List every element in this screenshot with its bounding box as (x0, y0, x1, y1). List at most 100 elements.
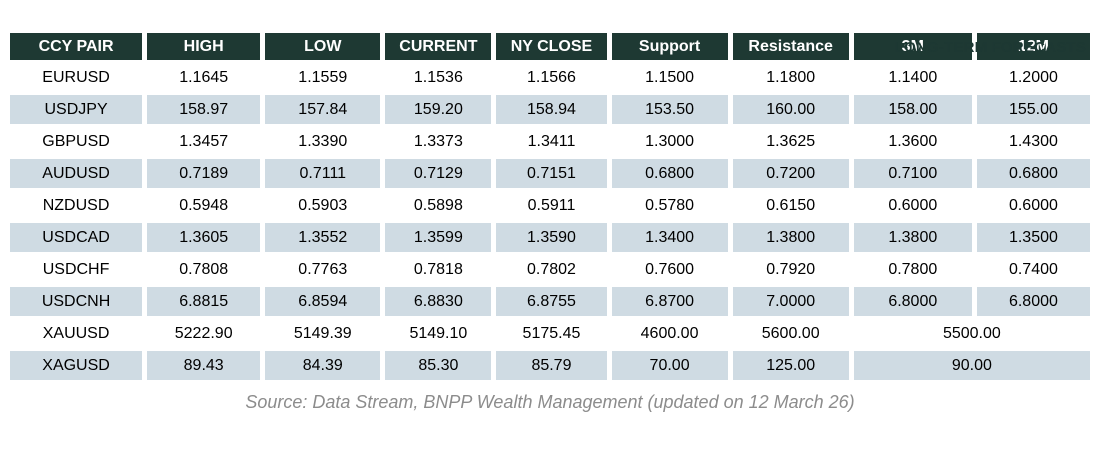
value-cell: 5600.00 (732, 319, 849, 348)
table-body: EURUSD 1.1645 1.1559 1.1536 1.1566 1.1500 1.18… (10, 63, 1090, 380)
ccy-pair-cell: USDCNH (10, 287, 143, 316)
value-cell: 1.3411 (496, 127, 607, 156)
value-cell: 70.00 (611, 351, 728, 380)
value-cell: 0.6150 (732, 191, 849, 220)
value-cell: 0.7200 (732, 159, 849, 188)
value-cell: 1.3500 (976, 223, 1090, 252)
value-cell: 1.1536 (385, 63, 492, 92)
value-cell: 1.3800 (732, 223, 849, 252)
value-cell: 159.20 (385, 95, 492, 124)
value-cell: 1.3590 (496, 223, 607, 252)
fx-forecast-table: CCY PAIR HIGH LOW CURRENT NY CLOSE Suppo… (5, 30, 1095, 383)
value-cell: 0.7400 (976, 255, 1090, 284)
value-cell: 85.79 (496, 351, 607, 380)
column-header-low: LOW (265, 33, 381, 60)
value-cell: 1.3600 (853, 127, 972, 156)
value-cell: 1.4300 (976, 127, 1090, 156)
value-cell: 0.7763 (265, 255, 381, 284)
column-header-high: HIGH (147, 33, 261, 60)
value-cell: 0.7600 (611, 255, 728, 284)
column-header-ccy-pair: CCY PAIR (10, 33, 143, 60)
value-cell: 0.7800 (853, 255, 972, 284)
value-cell: 1.3599 (385, 223, 492, 252)
table-row: USDCNH 6.8815 6.8594 6.8830 6.8755 6.8700 7.00… (10, 287, 1090, 316)
value-cell: 0.6800 (976, 159, 1090, 188)
source-attribution: Source: Data Stream, BNPP Wealth Managem… (245, 392, 855, 412)
value-cell: 6.8830 (385, 287, 492, 316)
table-row: AUDUSD 0.7189 0.7111 0.7129 0.7151 0.6800 0.72… (10, 159, 1090, 188)
value-cell: 1.3552 (265, 223, 381, 252)
value-cell: 158.97 (147, 95, 261, 124)
ccy-pair-cell: AUDUSD (10, 159, 143, 188)
value-cell: 0.7129 (385, 159, 492, 188)
value-cell: 5222.90 (147, 319, 261, 348)
table-row: USDCHF 0.7808 0.7763 0.7818 0.7802 0.7600 0.79… (10, 255, 1090, 284)
value-cell: 0.6000 (976, 191, 1090, 220)
ccy-pair-cell: XAUUSD (10, 319, 143, 348)
value-cell: 155.00 (976, 95, 1090, 124)
merged-forecast-cell: 90.00 (853, 351, 1090, 380)
value-cell: 1.3625 (732, 127, 849, 156)
ccy-pair-cell: USDCAD (10, 223, 143, 252)
value-cell: 85.30 (385, 351, 492, 380)
value-cell: 0.5898 (385, 191, 492, 220)
value-cell: 0.5948 (147, 191, 261, 220)
value-cell: 0.7100 (853, 159, 972, 188)
value-cell: 1.1400 (853, 63, 972, 92)
value-cell: 89.43 (147, 351, 261, 380)
value-cell: 4600.00 (611, 319, 728, 348)
value-cell: 0.7802 (496, 255, 607, 284)
ccy-pair-cell: GBPUSD (10, 127, 143, 156)
value-cell: 1.3400 (611, 223, 728, 252)
value-cell: 1.3373 (385, 127, 492, 156)
value-cell: 1.2000 (976, 63, 1090, 92)
value-cell: 1.1500 (611, 63, 728, 92)
ccy-pair-cell: USDJPY (10, 95, 143, 124)
value-cell: 160.00 (732, 95, 849, 124)
value-cell: 0.5911 (496, 191, 607, 220)
table-row: USDCAD 1.3605 1.3552 1.3599 1.3590 1.3400 1.38… (10, 223, 1090, 252)
value-cell: 6.8594 (265, 287, 381, 316)
value-cell: 5149.10 (385, 319, 492, 348)
value-cell: 1.3390 (265, 127, 381, 156)
table-row: GBPUSD 1.3457 1.3390 1.3373 1.3411 1.3000 1.36… (10, 127, 1090, 156)
value-cell: 0.5780 (611, 191, 728, 220)
value-cell: 157.84 (265, 95, 381, 124)
table-header-row: CCY PAIR HIGH LOW CURRENT NY CLOSE Suppo… (10, 33, 1090, 60)
column-header-support: Support (611, 33, 728, 60)
value-cell: 6.8755 (496, 287, 607, 316)
value-cell: 0.5903 (265, 191, 381, 220)
value-cell: 1.3605 (147, 223, 261, 252)
value-cell: 6.8000 (976, 287, 1090, 316)
column-header-resistance: Resistance (732, 33, 849, 60)
value-cell: 1.3000 (611, 127, 728, 156)
value-cell: 153.50 (611, 95, 728, 124)
value-cell: 1.1800 (732, 63, 849, 92)
column-header-12m: 12M (976, 33, 1090, 60)
value-cell: 158.00 (853, 95, 972, 124)
value-cell: 0.6000 (853, 191, 972, 220)
table-row: EURUSD 1.1645 1.1559 1.1536 1.1566 1.1500 1.18… (10, 63, 1090, 92)
value-cell: 1.1566 (496, 63, 607, 92)
value-cell: 1.3457 (147, 127, 261, 156)
value-cell: 158.94 (496, 95, 607, 124)
value-cell: 0.7920 (732, 255, 849, 284)
value-cell: 6.8700 (611, 287, 728, 316)
ccy-pair-cell: USDCHF (10, 255, 143, 284)
value-cell: 5149.39 (265, 319, 381, 348)
value-cell: 1.3800 (853, 223, 972, 252)
column-header-3m: 3M (853, 33, 972, 60)
value-cell: 0.6800 (611, 159, 728, 188)
table-row: USDJPY 158.97 157.84 159.20 158.94 153.50 160.… (10, 95, 1090, 124)
column-header-ny-close: NY CLOSE (496, 33, 607, 60)
value-cell: 7.0000 (732, 287, 849, 316)
table-row: XAGUSD 89.43 84.39 85.30 85.79 70.00 125.00 90.… (10, 351, 1090, 380)
value-cell: 0.7189 (147, 159, 261, 188)
ccy-pair-cell: NZDUSD (10, 191, 143, 220)
ccy-pair-cell: XAGUSD (10, 351, 143, 380)
merged-forecast-cell: 5500.00 (853, 319, 1090, 348)
table-row: XAUUSD 5222.90 5149.39 5149.10 5175.45 4600.0… (10, 319, 1090, 348)
value-cell: 6.8815 (147, 287, 261, 316)
table-row: NZDUSD 0.5948 0.5903 0.5898 0.5911 0.5780 0.61… (10, 191, 1090, 220)
column-header-current: CURRENT (385, 33, 492, 60)
